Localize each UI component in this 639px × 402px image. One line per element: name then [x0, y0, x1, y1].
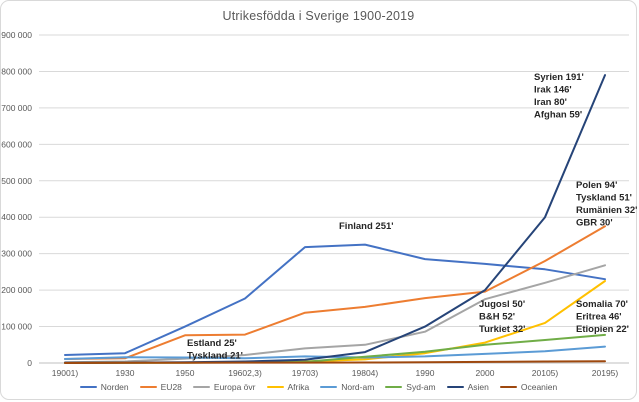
x-tick-label: 1930: [116, 368, 135, 378]
legend-swatch: [79, 385, 97, 389]
chart-annotation-europa-ovr-top-origins: Jugosl 50' B&H 52' Turkiet 32': [479, 299, 525, 335]
y-tick-label: 800 000: [1, 66, 32, 76]
chart-annotation-afrika-2019-top-origins: Somalia 70' Eritrea 46' Etiopien 22': [576, 299, 629, 335]
series-line-norden: [64, 243, 606, 356]
series-line-eu28: [64, 225, 606, 360]
y-tick-label: 700 000: [1, 103, 32, 113]
legend-item-nord-am: Nord-am: [320, 382, 374, 392]
legend-label: EU28: [160, 382, 182, 392]
legend-label: Oceanien: [520, 382, 558, 392]
legend-item-asien: Asien: [446, 382, 489, 392]
legend-label: Afrika: [287, 382, 310, 392]
legend-swatch: [266, 385, 284, 389]
y-tick-label: 900 000: [1, 30, 32, 40]
y-tick-label: 500 000: [1, 176, 32, 186]
legend-swatch: [499, 385, 517, 389]
legend-swatch: [320, 385, 338, 389]
series-line-asien: [64, 74, 606, 364]
y-tick-label: 100 000: [1, 322, 32, 332]
y-tick-label: 300 000: [1, 249, 32, 259]
legend-label: Syd-am: [406, 382, 436, 392]
x-tick-label: 2000: [476, 368, 495, 378]
legend-item-syd-am: Syd-am: [385, 382, 436, 392]
legend-swatch: [139, 385, 157, 389]
chart-annotation-norden-peak-origin: Finland 251': [339, 221, 394, 232]
series-line-nord-am: [64, 345, 606, 360]
legend-label: Norden: [100, 382, 129, 392]
series-line-syd-am: [64, 333, 606, 364]
x-tick-label: 19804): [352, 368, 379, 378]
y-tick-label: 0: [27, 358, 32, 368]
series-line-oceanien: [64, 360, 606, 364]
legend-swatch: [446, 385, 464, 389]
chart-annotation-mid-century-origins: Estland 25' Tyskland 21': [187, 338, 243, 362]
legend-item-europa-vr: Europa övr: [192, 382, 256, 392]
x-tick-label: 20105): [532, 368, 559, 378]
x-tick-label: 20195): [592, 368, 619, 378]
legend-label: Europa övr: [213, 382, 256, 392]
legend-label: Nord-am: [341, 382, 375, 392]
chart-annotation-asien-2019-top-origins: Syrien 191' Irak 146' Iran 80' Afghan 59': [534, 72, 584, 121]
series-line-europa-vr: [64, 264, 606, 364]
legend-label: Asien: [467, 382, 489, 392]
chart-annotation-eu28-2019-top-origins: Polen 94' Tyskland 51' Rumänien 32' GBR 30': [576, 180, 637, 229]
legend-swatch: [385, 385, 403, 389]
y-tick-label: 600 000: [1, 139, 32, 149]
chart-title: Utrikesfödda i Sverige 1900-2019: [222, 9, 415, 23]
x-tick-label: 19602,3): [228, 368, 262, 378]
legend-swatch: [192, 385, 210, 389]
x-tick-label: 19703): [292, 368, 319, 378]
legend-item-norden: Norden: [79, 382, 129, 392]
chart-legend: Norden EU28 Europa övr Afrika Nord-am Syd-am A…: [1, 382, 636, 392]
x-tick-label: 19001): [52, 368, 79, 378]
legend-item-afrika: Afrika: [266, 382, 310, 392]
y-tick-label: 400 000: [1, 212, 32, 222]
legend-item-eu28: EU28: [139, 382, 182, 392]
x-tick-label: 1990: [416, 368, 435, 378]
x-tick-label: 1950: [176, 368, 195, 378]
legend-item-oceanien: Oceanien: [499, 382, 558, 392]
y-tick-label: 200 000: [1, 285, 32, 295]
